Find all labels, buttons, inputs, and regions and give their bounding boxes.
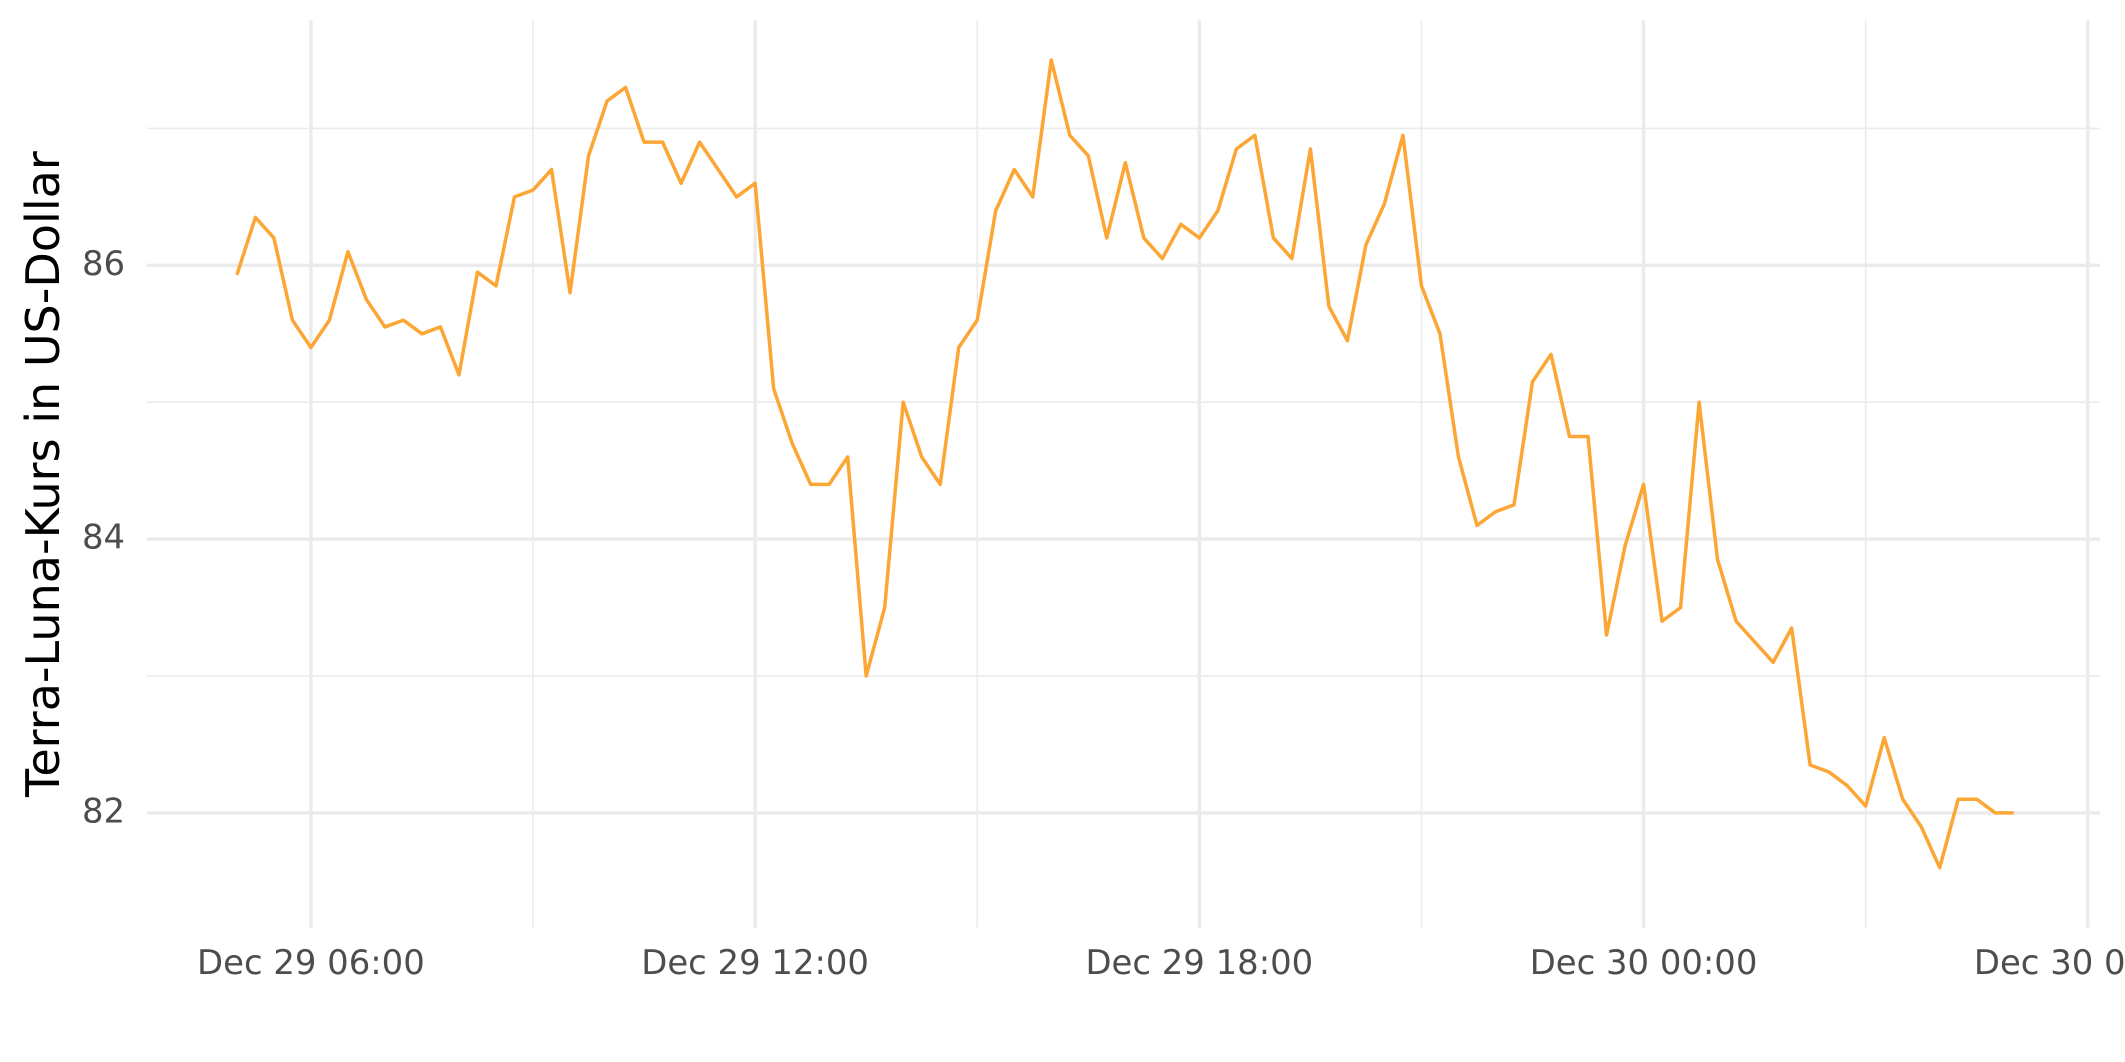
y-tick-label: 82: [82, 791, 125, 830]
y-axis-title: Terra-Luna-Kurs in US-Dollar: [16, 151, 70, 798]
x-tick-label: Dec 29 06:00: [197, 943, 425, 982]
y-tick-label: 86: [82, 244, 125, 283]
x-tick-label: Dec 30 06:00: [1974, 943, 2125, 982]
y-tick-label: 84: [82, 518, 125, 557]
x-tick-label: Dec 30 00:00: [1530, 943, 1758, 982]
x-tick-label: Dec 29 18:00: [1085, 943, 1313, 982]
price-line: [235, 58, 2014, 870]
x-tick-label: Dec 29 12:00: [641, 943, 869, 982]
